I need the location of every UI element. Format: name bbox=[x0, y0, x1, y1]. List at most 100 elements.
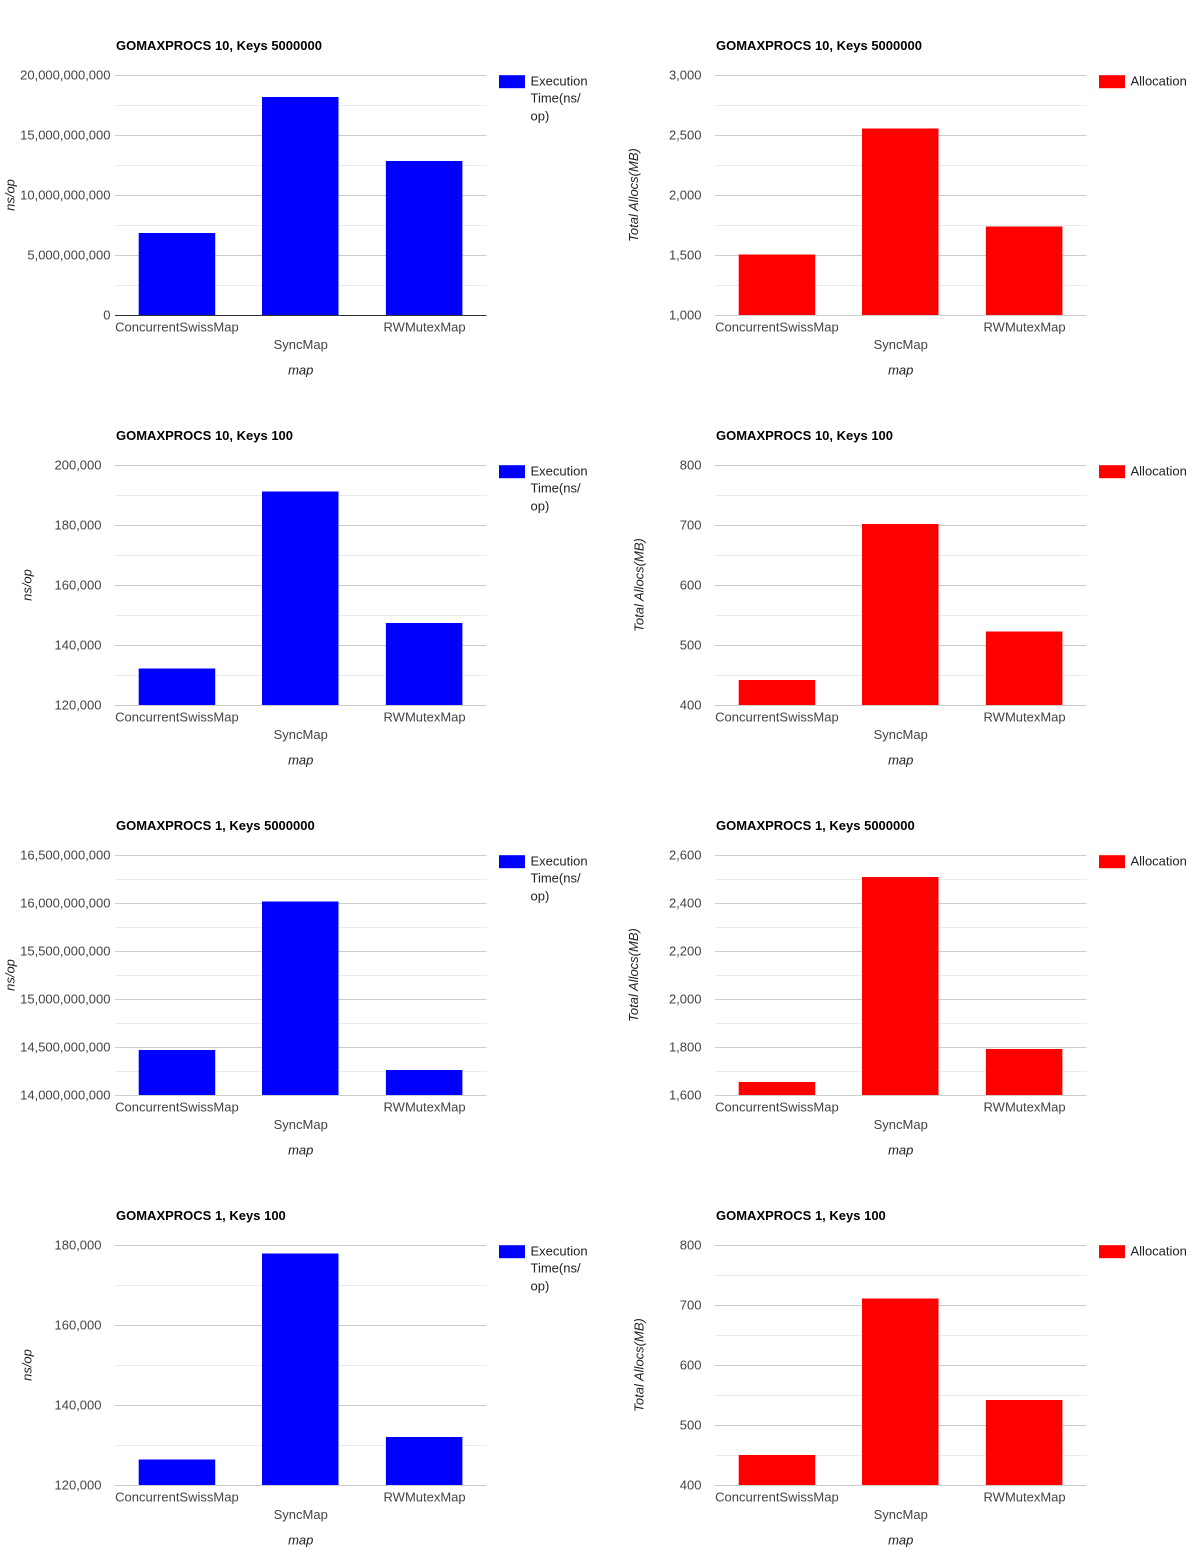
svg-text:SyncMap: SyncMap bbox=[874, 1507, 928, 1522]
svg-text:RWMutexMap: RWMutexMap bbox=[984, 1490, 1066, 1505]
svg-text:ConcurrentSwissMap: ConcurrentSwissMap bbox=[115, 1490, 239, 1505]
svg-text:400: 400 bbox=[680, 698, 702, 713]
svg-text:GOMAXPROCS 1, Keys 5000000: GOMAXPROCS 1, Keys 5000000 bbox=[116, 818, 315, 833]
svg-text:Total Allocs(MB): Total Allocs(MB) bbox=[632, 538, 647, 632]
svg-text:Total Allocs(MB): Total Allocs(MB) bbox=[626, 928, 641, 1022]
svg-text:Total Allocs(MB): Total Allocs(MB) bbox=[632, 1318, 647, 1412]
svg-text:Allocation: Allocation bbox=[1131, 73, 1187, 88]
svg-text:800: 800 bbox=[680, 1238, 702, 1253]
svg-text:500: 500 bbox=[680, 638, 702, 653]
svg-text:ConcurrentSwissMap: ConcurrentSwissMap bbox=[115, 710, 239, 725]
svg-text:2,500: 2,500 bbox=[669, 128, 702, 143]
svg-text:GOMAXPROCS 10, Keys 100: GOMAXPROCS 10, Keys 100 bbox=[116, 428, 293, 443]
svg-text:map: map bbox=[288, 753, 313, 768]
svg-text:ns/op: ns/op bbox=[19, 569, 34, 601]
svg-text:160,000: 160,000 bbox=[55, 578, 102, 593]
svg-text:GOMAXPROCS 10, Keys 100: GOMAXPROCS 10, Keys 100 bbox=[716, 428, 893, 443]
svg-text:Allocation: Allocation bbox=[1131, 1243, 1187, 1258]
svg-text:ns/op: ns/op bbox=[19, 1349, 34, 1381]
svg-text:GOMAXPROCS 1, Keys 100: GOMAXPROCS 1, Keys 100 bbox=[116, 1208, 286, 1223]
svg-text:map: map bbox=[888, 1533, 913, 1548]
svg-text:map: map bbox=[288, 363, 313, 378]
svg-text:map: map bbox=[288, 1533, 313, 1548]
svg-text:15,000,000,000: 15,000,000,000 bbox=[20, 992, 110, 1007]
svg-text:op): op) bbox=[531, 889, 550, 904]
svg-text:RWMutexMap: RWMutexMap bbox=[384, 1100, 466, 1115]
svg-text:1,800: 1,800 bbox=[669, 1040, 702, 1055]
svg-text:Time(ns/: Time(ns/ bbox=[531, 1261, 581, 1276]
svg-text:GOMAXPROCS 1, Keys 100: GOMAXPROCS 1, Keys 100 bbox=[716, 1208, 886, 1223]
svg-text:5,000,000,000: 5,000,000,000 bbox=[27, 248, 110, 263]
svg-text:SyncMap: SyncMap bbox=[874, 1117, 928, 1132]
svg-text:14,500,000,000: 14,500,000,000 bbox=[20, 1040, 110, 1055]
svg-text:Time(ns/: Time(ns/ bbox=[531, 91, 581, 106]
svg-text:600: 600 bbox=[680, 578, 702, 593]
svg-text:700: 700 bbox=[680, 1298, 702, 1313]
svg-text:160,000: 160,000 bbox=[55, 1318, 102, 1333]
svg-text:op): op) bbox=[531, 109, 550, 124]
svg-text:2,000: 2,000 bbox=[669, 992, 702, 1007]
svg-text:ns/op: ns/op bbox=[2, 959, 17, 991]
svg-text:ConcurrentSwissMap: ConcurrentSwissMap bbox=[715, 1490, 839, 1505]
svg-text:120,000: 120,000 bbox=[55, 698, 102, 713]
svg-text:RWMutexMap: RWMutexMap bbox=[384, 710, 466, 725]
svg-text:map: map bbox=[888, 363, 913, 378]
svg-text:0: 0 bbox=[103, 308, 110, 323]
svg-text:RWMutexMap: RWMutexMap bbox=[384, 1490, 466, 1505]
svg-text:1,500: 1,500 bbox=[669, 248, 702, 263]
svg-text:140,000: 140,000 bbox=[55, 638, 102, 653]
svg-text:RWMutexMap: RWMutexMap bbox=[984, 710, 1066, 725]
svg-text:2,600: 2,600 bbox=[669, 848, 702, 863]
svg-text:SyncMap: SyncMap bbox=[874, 337, 928, 352]
svg-text:GOMAXPROCS 10, Keys 5000000: GOMAXPROCS 10, Keys 5000000 bbox=[116, 38, 322, 53]
svg-text:op): op) bbox=[531, 1279, 550, 1294]
svg-text:ConcurrentSwissMap: ConcurrentSwissMap bbox=[115, 320, 239, 335]
svg-text:RWMutexMap: RWMutexMap bbox=[984, 1100, 1066, 1115]
svg-text:ConcurrentSwissMap: ConcurrentSwissMap bbox=[715, 320, 839, 335]
svg-text:500: 500 bbox=[680, 1418, 702, 1433]
svg-text:map: map bbox=[888, 753, 913, 768]
svg-text:16,500,000,000: 16,500,000,000 bbox=[20, 848, 110, 863]
svg-text:3,000: 3,000 bbox=[669, 68, 702, 83]
svg-text:180,000: 180,000 bbox=[55, 1238, 102, 1253]
svg-text:map: map bbox=[288, 1143, 313, 1158]
svg-text:SyncMap: SyncMap bbox=[274, 727, 328, 742]
svg-text:Time(ns/: Time(ns/ bbox=[531, 871, 581, 886]
svg-text:Execution: Execution bbox=[531, 1243, 588, 1258]
svg-text:800: 800 bbox=[680, 458, 702, 473]
svg-text:GOMAXPROCS 10, Keys 5000000: GOMAXPROCS 10, Keys 5000000 bbox=[716, 38, 922, 53]
svg-text:16,000,000,000: 16,000,000,000 bbox=[20, 896, 110, 911]
svg-text:140,000: 140,000 bbox=[55, 1398, 102, 1413]
svg-text:ns/op: ns/op bbox=[2, 179, 17, 211]
svg-text:GOMAXPROCS 1, Keys 5000000: GOMAXPROCS 1, Keys 5000000 bbox=[716, 818, 915, 833]
svg-text:180,000: 180,000 bbox=[55, 518, 102, 533]
svg-text:Allocation: Allocation bbox=[1131, 853, 1187, 868]
svg-text:14,000,000,000: 14,000,000,000 bbox=[20, 1088, 110, 1103]
svg-text:Execution: Execution bbox=[531, 73, 588, 88]
svg-text:RWMutexMap: RWMutexMap bbox=[984, 320, 1066, 335]
svg-text:ConcurrentSwissMap: ConcurrentSwissMap bbox=[715, 710, 839, 725]
svg-text:200,000: 200,000 bbox=[55, 458, 102, 473]
svg-text:op): op) bbox=[531, 499, 550, 514]
svg-text:1,600: 1,600 bbox=[669, 1088, 702, 1103]
svg-text:2,000: 2,000 bbox=[669, 188, 702, 203]
svg-text:2,200: 2,200 bbox=[669, 944, 702, 959]
svg-text:20,000,000,000: 20,000,000,000 bbox=[20, 68, 110, 83]
svg-text:SyncMap: SyncMap bbox=[274, 1507, 328, 1522]
svg-text:400: 400 bbox=[680, 1478, 702, 1493]
svg-text:600: 600 bbox=[680, 1358, 702, 1373]
svg-text:120,000: 120,000 bbox=[55, 1478, 102, 1493]
svg-text:15,500,000,000: 15,500,000,000 bbox=[20, 944, 110, 959]
svg-text:map: map bbox=[888, 1143, 913, 1158]
svg-text:ConcurrentSwissMap: ConcurrentSwissMap bbox=[715, 1100, 839, 1115]
svg-text:ConcurrentSwissMap: ConcurrentSwissMap bbox=[115, 1100, 239, 1115]
svg-text:Allocation: Allocation bbox=[1131, 463, 1187, 478]
svg-text:SyncMap: SyncMap bbox=[274, 337, 328, 352]
svg-text:Execution: Execution bbox=[531, 463, 588, 478]
svg-text:SyncMap: SyncMap bbox=[274, 1117, 328, 1132]
svg-text:Total Allocs(MB): Total Allocs(MB) bbox=[626, 148, 641, 242]
svg-text:1,000: 1,000 bbox=[669, 308, 702, 323]
svg-text:2,400: 2,400 bbox=[669, 896, 702, 911]
svg-text:RWMutexMap: RWMutexMap bbox=[384, 320, 466, 335]
svg-text:15,000,000,000: 15,000,000,000 bbox=[20, 128, 110, 143]
